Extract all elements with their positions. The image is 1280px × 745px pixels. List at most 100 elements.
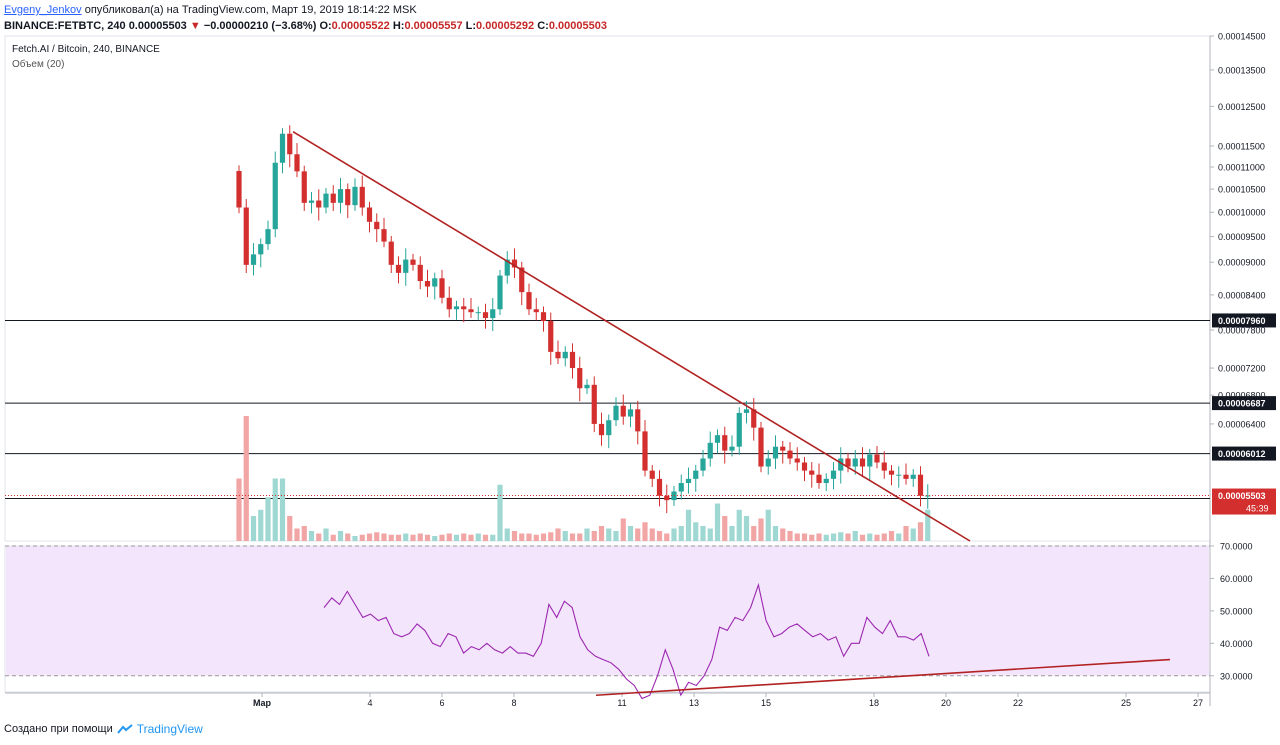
candle-body	[591, 384, 597, 424]
candle-body	[765, 458, 771, 467]
volume-bar	[453, 534, 460, 541]
candle-body	[656, 478, 663, 496]
candle-body	[243, 207, 249, 265]
candle-body	[917, 474, 924, 496]
volume-bar	[388, 534, 394, 541]
candle-body	[830, 470, 837, 479]
volume-bar	[308, 531, 315, 541]
candle-body	[395, 264, 402, 273]
volume-bar	[838, 532, 844, 541]
price-pane	[4, 35, 1211, 542]
volume-bar	[743, 516, 750, 541]
time-tick-label: 22	[1013, 698, 1023, 708]
candle-body	[374, 221, 380, 230]
candle-body	[446, 297, 452, 310]
time-tick-label: 8	[511, 698, 516, 708]
candle-body	[250, 254, 257, 265]
volume-bar	[809, 534, 815, 541]
candle-body	[519, 267, 525, 293]
candle-body	[729, 446, 735, 451]
candle-body	[627, 409, 634, 417]
volume-bar	[294, 528, 300, 541]
candle-body	[236, 171, 242, 208]
volume-bar	[671, 528, 677, 541]
candle-body	[330, 193, 336, 203]
candle-body	[577, 368, 583, 389]
candle-body	[352, 186, 358, 206]
candle-body	[649, 470, 655, 479]
price-tick-label: 0.00013500	[1218, 65, 1266, 75]
volume-bar	[323, 528, 329, 541]
candle-body	[613, 405, 619, 421]
candle-body	[772, 446, 779, 459]
candle-body	[845, 458, 851, 467]
volume-bar	[823, 534, 829, 541]
volume-bar	[533, 534, 539, 541]
volume-bar	[736, 509, 742, 541]
volume-bar	[903, 526, 909, 541]
volume-bar	[497, 484, 503, 541]
candle-body	[265, 229, 271, 245]
volume-bar	[279, 478, 286, 541]
ohlc-line: BINANCE:FETBTC, 240 0.00005503 ▼ −0.0000…	[4, 18, 607, 34]
author-link[interactable]: Evgeny_Jenkov	[4, 4, 82, 16]
volume-bar	[678, 526, 684, 541]
candle-body	[642, 431, 648, 471]
candle-body	[533, 309, 539, 313]
volume-bar	[359, 534, 365, 541]
volume-bar	[874, 534, 880, 541]
candle-body	[497, 275, 503, 310]
candle-body	[468, 309, 474, 313]
candle-body	[801, 462, 808, 471]
candle-body	[287, 133, 293, 155]
volume-bar	[758, 518, 764, 541]
volume-bar	[867, 533, 873, 541]
close-label: C:	[537, 20, 549, 32]
volume-bar	[316, 533, 322, 541]
volume-bar	[598, 526, 605, 541]
candle-body	[424, 281, 431, 287]
volume-bar	[432, 536, 438, 541]
volume-bar	[301, 526, 307, 541]
volume-bar	[287, 516, 293, 541]
volume-bar	[519, 533, 525, 541]
candle-body	[736, 412, 742, 447]
volume-bar	[794, 533, 800, 541]
volume-bar	[917, 522, 924, 541]
candle-body	[700, 458, 706, 471]
descending-trendline	[292, 131, 971, 542]
volume-bar	[345, 533, 351, 541]
last-price-label-bg	[1212, 488, 1276, 515]
footer: Создано при помощи TradingView	[4, 722, 203, 736]
volume-bar	[461, 533, 467, 541]
candle-body	[867, 454, 873, 467]
last-price-label: 0.00005503	[1218, 491, 1266, 501]
candle-body	[562, 351, 568, 359]
volume-bar	[258, 509, 264, 541]
candle-body	[461, 306, 467, 310]
candle-body	[345, 189, 351, 206]
volume-bar	[613, 531, 619, 541]
time-tick-label: 18	[869, 698, 879, 708]
candle-body	[511, 259, 518, 268]
volume-bar	[635, 528, 641, 541]
volume-bar	[765, 509, 771, 541]
volume-bar	[272, 478, 278, 541]
candle-body	[859, 458, 866, 467]
price-tick-label: 0.00011500	[1218, 141, 1265, 151]
tradingview-brand-link[interactable]: TradingView	[136, 722, 203, 736]
candle-body	[323, 193, 329, 208]
publish-info: опубликовал(а) на TradingView.com, Март …	[84, 4, 417, 16]
time-tick-label: Мар	[253, 698, 272, 708]
volume-bar	[562, 531, 568, 541]
volume-bar	[801, 533, 808, 541]
candle-body	[504, 259, 510, 276]
volume-bar	[352, 536, 358, 541]
volume-bar	[265, 497, 271, 541]
candle-body	[780, 446, 786, 451]
time-tick-label: 25	[1121, 698, 1131, 708]
volume-bar	[511, 531, 518, 541]
candle-body	[432, 278, 438, 287]
last-price: 0.00005503	[128, 20, 187, 32]
